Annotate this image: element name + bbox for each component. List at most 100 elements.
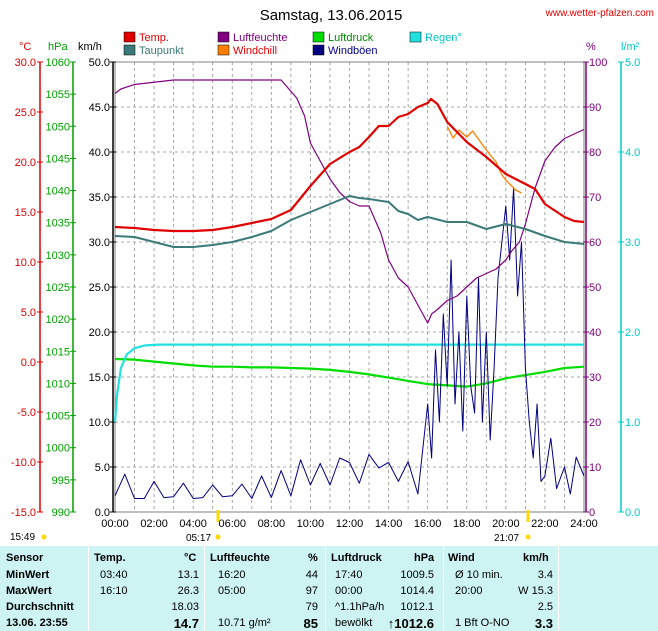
humidity-tick-label: 10 <box>589 462 601 474</box>
sunrise-sun-icon <box>215 534 221 540</box>
stats-cell-p-time: bewölkt <box>335 617 373 629</box>
stats-cell-h-val: 79 <box>305 601 318 613</box>
legend-rain: Regen° <box>409 31 462 44</box>
stats-header-pressure: Luftdruck <box>331 552 382 564</box>
pressure-tick-label: 1060 <box>46 57 70 69</box>
temp-tick-label: -5.0 <box>17 407 36 419</box>
rain-tick-label: 0.0 <box>625 507 640 519</box>
stats-cell-label: MaxWert <box>6 585 52 597</box>
stats-cell-w-val: 2.5 <box>537 601 553 613</box>
temp-line <box>114 97 585 233</box>
rain-tick-label: 5.0 <box>625 57 640 69</box>
time-tick-label: 20:00 <box>492 518 520 530</box>
humidity-line <box>114 79 585 324</box>
pressure-tick-label: 990 <box>52 507 70 519</box>
temp-tick-label: 5.0 <box>21 307 36 319</box>
sunrise-label: 05:17 <box>186 533 211 544</box>
stats-cell-w-val: W 15.3 <box>518 585 553 597</box>
temp-tick-label: 10.0 <box>15 257 36 269</box>
wind-tick-label: 50.0 <box>89 57 110 69</box>
pressure-tick-label: 1025 <box>46 282 70 294</box>
stats-cell-t-val: 26.3 <box>177 585 199 597</box>
humidity-tick-label: 30 <box>589 372 601 384</box>
sun-markers: 15:49 05:17 21:07 <box>10 510 531 544</box>
humidity-tick-label: 70 <box>589 192 601 204</box>
stats-header-wind: Wind <box>448 552 475 564</box>
daylength-label: 15:49 <box>10 532 35 543</box>
stats-header-temp: Temp. <box>94 552 126 564</box>
wind-tick-label: 30.0 <box>89 237 110 249</box>
legend-windchill-label: Windchill <box>233 45 277 57</box>
time-tick-label: 04:00 <box>179 518 207 530</box>
stats-cell-h-val: 85 <box>303 616 318 631</box>
legend-pressure: Luftdruck <box>312 31 374 44</box>
stats-cell-w-val: 3.3 <box>534 616 553 631</box>
pressure-tick-label: 1000 <box>46 443 70 455</box>
time-tick-label: 18:00 <box>453 518 481 530</box>
stats-cell-t-val: 18.03 <box>171 601 199 613</box>
stats-header-sensor: Sensor <box>6 552 44 564</box>
temp-tick-label: 0.0 <box>21 357 36 369</box>
pressure-tick-label: 1045 <box>46 153 70 165</box>
pressure-tick-label: 1040 <box>46 186 70 198</box>
stats-cell-h-val: 97 <box>305 585 318 597</box>
stats-header-humidity: Luftfeuchte <box>210 552 270 564</box>
temp-tick-label: -10.0 <box>11 457 36 469</box>
legend-dewpoint: Taupunkt <box>123 44 184 57</box>
rain-tick-label: 3.0 <box>625 237 640 249</box>
unit-rain: l/m² <box>621 41 640 53</box>
wind-tick-label: 35.0 <box>89 192 110 204</box>
pressure-tick-label: 1035 <box>46 218 70 230</box>
stats-header-temp-unit: °C <box>184 552 197 564</box>
axis-ticks: 30.0 25.0 20.0 15.0 10.0 5.0 0.0 -5.0 -10.0 -15.0… <box>11 57 640 530</box>
unit-wind: km/h <box>78 41 102 53</box>
weather-chart: Samstag, 13.06.2015 www.wetter-pfalzen.c… <box>10 7 654 544</box>
wind-tick-label: 15.0 <box>89 372 110 384</box>
humidity-tick-label: 60 <box>589 237 601 249</box>
legend-temp: Temp. <box>123 31 169 44</box>
legend-dewpoint-label: Taupunkt <box>139 45 184 57</box>
stats-cell-w-label: 20:00 <box>455 585 483 597</box>
pressure-tick-label: 1050 <box>46 121 70 133</box>
time-tick-label: 22:00 <box>531 518 559 530</box>
stats-cell-h-time: 05:00 <box>218 585 246 597</box>
legend-rain-label: Regen° <box>425 32 462 44</box>
pressure-tick-label: 1020 <box>46 314 70 326</box>
unit-temp: °C <box>19 41 31 53</box>
site-link[interactable]: www.wetter-pfalzen.com <box>545 8 654 19</box>
time-tick-label: 08:00 <box>258 518 286 530</box>
rain-tick-label: 1.0 <box>625 417 640 429</box>
time-tick-label: 14:00 <box>375 518 403 530</box>
pressure-line <box>114 357 585 388</box>
stats-cell-h-val: 44 <box>305 569 318 581</box>
legend-gust: Windböen <box>312 44 378 57</box>
stats-cell-h-time: 10.71 g/m² <box>218 617 271 629</box>
temp-tick-label: -15.0 <box>11 507 36 519</box>
windchill-line <box>446 125 522 194</box>
unit-humidity: % <box>586 41 596 53</box>
wind-tick-label: 5.0 <box>95 462 110 474</box>
stats-table: Sensor Temp. °C Luftfeuchte % Luftdruck … <box>0 546 658 631</box>
stats-cell-p-time: 17:40 <box>335 569 363 581</box>
wind-tick-label: 40.0 <box>89 147 110 159</box>
rain-tick-label: 2.0 <box>625 327 640 339</box>
legend-gust-label: Windböen <box>328 45 378 57</box>
humidity-tick-label: 40 <box>589 327 601 339</box>
time-tick-label: 16:00 <box>414 518 442 530</box>
stats-cell-p-time: ^1.1hPa/h <box>335 601 385 613</box>
stats-cell-p-val: 1012.1 <box>400 601 434 613</box>
series-layer <box>113 79 585 499</box>
stats-cell-w-val: 3.4 <box>537 569 553 581</box>
time-tick-label: 10:00 <box>297 518 325 530</box>
wind-tick-label: 25.0 <box>89 282 110 294</box>
rain-line <box>113 343 584 423</box>
temp-tick-label: 20.0 <box>15 157 36 169</box>
sunset-label: 21:07 <box>494 533 519 544</box>
rain-tick-label: 4.0 <box>625 147 640 159</box>
dewpoint-line <box>114 195 585 248</box>
stats-header-pressure-unit: hPa <box>414 552 435 564</box>
stats-cell-t-val: 13.1 <box>177 569 199 581</box>
stats-cell-p-val: ↑1012.6 <box>387 616 434 631</box>
humidity-tick-label: 0 <box>589 507 595 519</box>
